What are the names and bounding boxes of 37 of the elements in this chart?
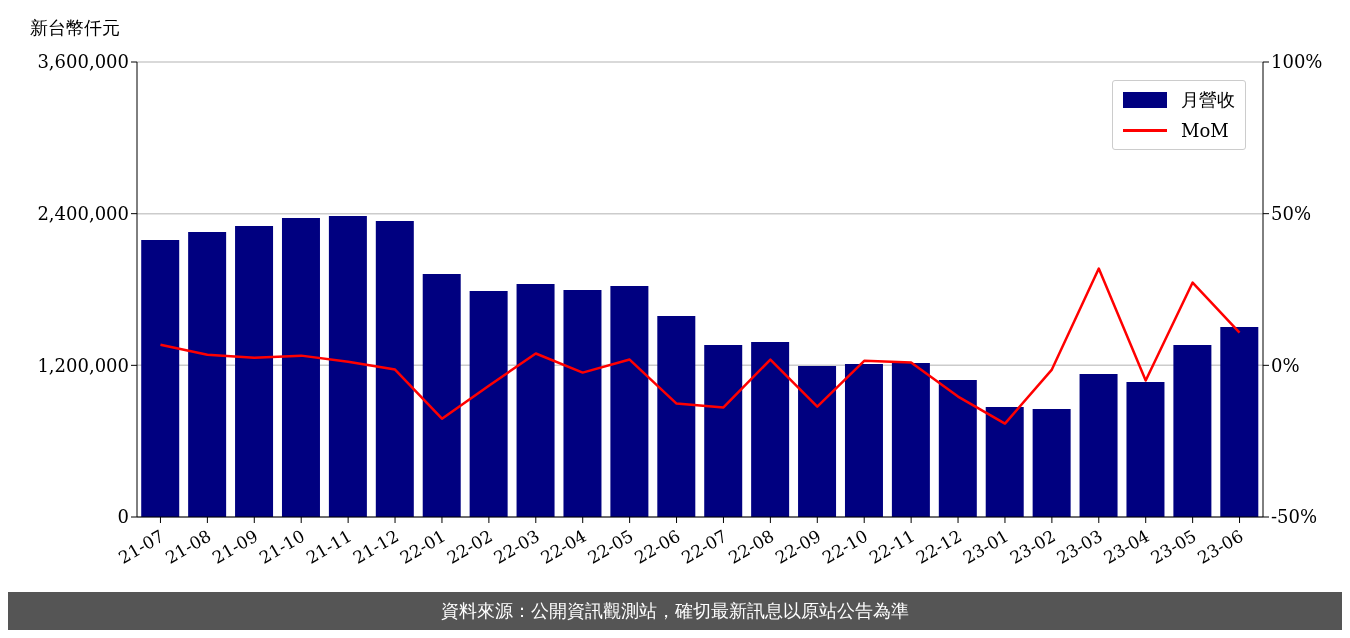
y-tick-label: 0 [117, 506, 129, 528]
bar [657, 316, 696, 517]
bar [141, 239, 180, 517]
bar [235, 226, 274, 517]
bar [751, 341, 790, 517]
bar [938, 379, 977, 517]
legend-label: 月營收 [1181, 88, 1235, 112]
y2-tick-label: 100% [1271, 51, 1323, 73]
bar [1079, 374, 1118, 517]
bar [516, 283, 555, 517]
y2-tick-label: 0% [1271, 354, 1300, 376]
y2-tick-label: 50% [1271, 203, 1312, 225]
bar [422, 273, 461, 517]
bar [1126, 382, 1165, 517]
bar [1173, 344, 1212, 517]
bar [610, 285, 649, 517]
bar [1220, 327, 1259, 517]
y-tick-label: 3,600,000 [37, 51, 129, 73]
line-series [159, 267, 1241, 425]
bar [798, 365, 837, 517]
bar [188, 231, 227, 517]
y-tick-label: 2,400,000 [37, 203, 129, 225]
bar [328, 215, 367, 517]
bar [281, 217, 320, 517]
bar [563, 290, 602, 517]
bar [891, 363, 930, 517]
legend-label: MoM [1181, 119, 1229, 141]
bar [375, 221, 414, 517]
y-tick-label: 1,200,000 [37, 354, 129, 376]
source-note: 資料來源：公開資訊觀測站，確切最新訊息以原站公告為準 [8, 592, 1342, 630]
bar [469, 291, 508, 517]
y-axis-title: 新台幣仟元 [30, 16, 120, 40]
bar [1032, 408, 1071, 517]
y2-tick-label: -50% [1271, 506, 1318, 528]
bar [985, 407, 1024, 517]
bar [844, 363, 883, 517]
bar [704, 344, 743, 517]
